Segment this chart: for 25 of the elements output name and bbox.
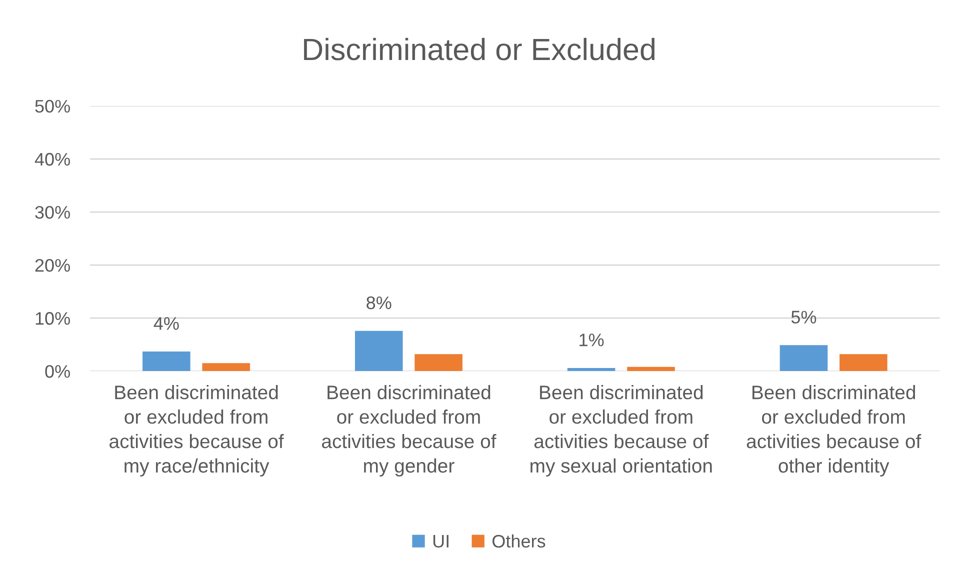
bar (202, 363, 250, 372)
legend-label: Others (492, 534, 546, 548)
bar (142, 352, 190, 372)
data-label: 8% (366, 296, 392, 310)
y-tick-label: 50% (35, 100, 70, 113)
data-label: 4% (154, 317, 179, 330)
legend-label: UI (433, 535, 448, 548)
y-tick-label: 10% (36, 312, 70, 325)
bar (354, 330, 403, 372)
y-tick-label: 40% (34, 152, 70, 166)
bar (840, 354, 888, 372)
x-tick-label: Been discriminated or excluded from activities because of my sexual orientation (530, 385, 712, 477)
chart-title: Discriminated or Excluded (304, 38, 654, 60)
y-tick-label: 20% (35, 259, 70, 272)
bar (780, 345, 828, 372)
x-tick-label: Been discriminated or excluded from activities because of my race/ethnicity (110, 385, 284, 477)
data-label: 5% (791, 310, 816, 324)
bar (627, 366, 675, 372)
x-tick-label: Been discriminated or excluded from activities because of my gender (322, 385, 496, 477)
x-tick-label: Been discriminated or excluded from activities because of other identity (746, 385, 922, 477)
data-label: 1% (580, 334, 604, 346)
bar (414, 354, 462, 372)
y-tick-label: 0% (45, 365, 70, 378)
y-tick-label: 30% (35, 206, 70, 219)
bar (567, 368, 616, 372)
